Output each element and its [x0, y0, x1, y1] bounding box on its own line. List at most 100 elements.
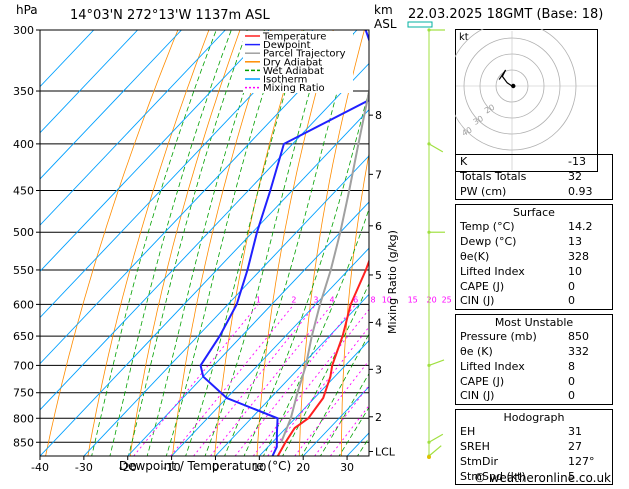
pressure-tick-label: 750	[13, 387, 34, 400]
dry-adiabat-line	[423, 30, 458, 456]
hodograph-ring-label: 20	[483, 103, 496, 116]
index-value: 850	[568, 330, 589, 344]
mixing-ratio-label: 10	[382, 295, 392, 304]
parcel-trajectory-line	[280, 85, 369, 443]
index-label: SREH	[460, 439, 490, 453]
pressure-tick-label: 350	[13, 85, 34, 98]
most-unstable-box: Most Unstable Pressure (mb) 850 θe (K) 332 L…	[455, 314, 613, 406]
index-label: Lifted Index	[460, 359, 525, 373]
index-label: θe (K)	[460, 344, 493, 358]
wet-adiabat-line	[282, 282, 369, 456]
index-value: 332	[568, 344, 589, 358]
index-row: EH 31	[456, 425, 612, 440]
index-label: K	[460, 155, 468, 168]
wind-barb	[428, 143, 444, 153]
surface-box: Surface Temp (°C) 14.2 Dewp (°C) 13 θe(K) 328…	[455, 204, 613, 311]
index-row: PW (cm) 0.93	[456, 185, 612, 200]
pressure-unit-label: hPa	[16, 3, 38, 17]
index-row: Temp (°C) 14.2	[456, 220, 612, 235]
index-label: CAPE (J)	[460, 374, 505, 388]
isotherm-line	[40, 109, 369, 456]
wind-surface-marker	[427, 455, 431, 459]
mixing-ratio-label: 25	[442, 295, 452, 304]
isotherm-line	[40, 30, 226, 226]
wet-adiabat-line	[185, 30, 305, 456]
hodograph-indices-box: Hodograph EH 31 SREH 27 StmDir 127° StmSpd (kt…	[455, 409, 613, 486]
isotherm-line	[40, 30, 270, 272]
index-value: 14.2	[568, 220, 593, 234]
isotherm-line	[127, 201, 369, 456]
wind-barb	[428, 433, 444, 443]
isotherm-line	[215, 293, 369, 456]
index-value: 5	[568, 469, 575, 483]
temperature-line	[276, 258, 369, 456]
mixing-ratio-line	[330, 404, 369, 456]
mixing-ratio-line	[294, 359, 369, 456]
wind-barb-base	[427, 440, 431, 444]
legend-entry: Mixing Ratio	[263, 83, 325, 94]
pressure-tick-label: 850	[13, 436, 34, 449]
index-row: Totals Totals 32	[456, 170, 612, 185]
index-value: 27	[568, 439, 582, 453]
dry-adiabat-line	[298, 30, 365, 456]
isotherm-line	[40, 30, 138, 134]
wet-adiabat-line	[262, 207, 369, 456]
index-label: θe(K)	[460, 249, 490, 263]
index-row: CIN (J) 0	[456, 389, 612, 404]
legend-entry: Dewpoint	[263, 40, 311, 51]
height-tick-label: 6	[375, 220, 382, 233]
index-value: 0	[568, 389, 575, 403]
legend-background	[243, 31, 353, 93]
dry-adiabat-line	[87, 30, 210, 456]
index-value: 10	[568, 264, 582, 278]
wind-top-marker	[407, 21, 433, 28]
index-value: 328	[568, 249, 589, 263]
legend-entry: Isotherm	[263, 75, 307, 86]
index-row: Dewp (°C) 13	[456, 235, 612, 250]
pressure-tick-label: 300	[13, 24, 34, 37]
index-row: CIN (J) 0	[456, 294, 612, 309]
temperature-tick-label: -40	[31, 461, 49, 474]
mixing-ratio-label: 1	[256, 295, 261, 304]
copyright-label: © weatheronline.co.uk	[474, 471, 611, 485]
index-value: 31	[568, 425, 582, 439]
index-value: 13	[568, 235, 582, 249]
surface-title: Surface	[513, 206, 555, 220]
mixing-ratio-line	[252, 308, 369, 456]
pressure-tick-label: 450	[13, 185, 34, 198]
legend-entry: Temperature	[262, 32, 326, 43]
temperature-tick-label: -30	[75, 461, 93, 474]
index-label: EH	[460, 425, 476, 439]
temperature-tick-label: 20	[296, 461, 310, 474]
mixing-ratio-line	[234, 304, 356, 456]
mixing-ratio-line	[314, 384, 369, 456]
index-row: Lifted Index 10	[456, 265, 612, 280]
mixing-ratio-label: 2	[291, 295, 296, 304]
wet-adiabat-line	[127, 30, 248, 456]
index-row: K -13	[456, 155, 612, 170]
pressure-tick-label: 600	[13, 298, 34, 311]
mixing-ratio-label: 6	[353, 295, 358, 304]
index-label: Temp (°C)	[460, 220, 515, 234]
location-label: 14°03'N 272°13'W 1137m ASL	[70, 8, 270, 23]
isotherm-line	[40, 30, 358, 365]
isotherm-line	[40, 30, 314, 319]
dry-adiabat-line	[129, 30, 241, 456]
dewpoint-line	[199, 30, 369, 456]
height-tick-label: 4	[375, 316, 382, 329]
height-tick-label: 8	[375, 109, 382, 122]
wind-barb-base	[427, 230, 431, 234]
hodograph-ring-label: 40	[460, 125, 473, 138]
temperature-tick-label: 0	[212, 461, 219, 474]
plot-frame	[39, 29, 370, 457]
wet-adiabat-line	[224, 30, 355, 456]
pressure-tick-label: 650	[13, 330, 34, 343]
index-value: 0	[568, 279, 575, 293]
dry-adiabat-line	[214, 30, 303, 456]
legend-entry: Wet Adiabat	[263, 66, 324, 77]
index-label: CIN (J)	[460, 294, 495, 308]
mixing-ratio-line	[170, 304, 295, 456]
